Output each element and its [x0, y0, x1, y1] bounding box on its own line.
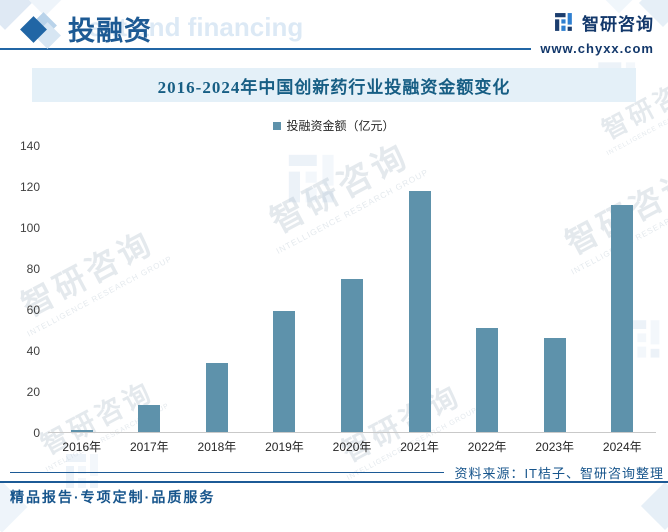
chart-title: 2016-2024年中国创新药行业投融资金额变化	[157, 77, 511, 97]
bar-cell	[251, 146, 319, 432]
bar-cell	[48, 146, 116, 432]
bar-cell	[453, 146, 521, 432]
header-watermark-text: ent and financing	[88, 12, 304, 42]
y-axis-tick: 140	[19, 139, 40, 153]
bar-2016年	[70, 429, 93, 432]
x-axis-label: 2017年	[129, 440, 169, 454]
header-left: 投融资	[20, 9, 152, 49]
bar-cell	[521, 146, 589, 432]
x-axis-label: 2024年	[602, 440, 642, 454]
bar-2022年	[476, 327, 499, 432]
y-axis-tick: 40	[26, 344, 40, 358]
y-axis-tick: 20	[26, 385, 40, 399]
bar-cell	[318, 146, 386, 432]
bar-2023年	[543, 338, 566, 432]
x-axis-label: 2023年	[535, 440, 575, 454]
legend-swatch	[273, 121, 282, 130]
bar-2019年	[273, 311, 296, 432]
bar-2024年	[611, 205, 634, 432]
bar-2021年	[408, 190, 431, 432]
y-axis-tick: 120	[19, 180, 40, 194]
source-divider	[10, 472, 445, 473]
y-axis: 140 120 100 80 60 40 20 0	[14, 139, 48, 440]
x-axis-label: 2016年	[62, 440, 102, 454]
bar-cell	[116, 146, 184, 432]
y-axis-tick: 60	[26, 303, 40, 317]
chart-legend: 投融资金额（亿元）	[0, 117, 668, 134]
section-title: 投融资	[68, 16, 152, 46]
bar-2018年	[205, 362, 228, 432]
x-axis: 2016年 2017年 2018年 2019年 2020年 2021年 2022年 2023年…	[48, 433, 656, 455]
website-link[interactable]: www.chyxx.com	[540, 41, 654, 56]
brand-name: 智研咨询	[582, 15, 654, 34]
source-row: 资料来源：IT桔子、智研咨询整理	[10, 463, 668, 482]
source-label: 资料来源：IT桔子、智研咨询整理	[454, 466, 664, 481]
bar-2017年	[138, 405, 161, 432]
y-axis-tick: 100	[19, 221, 40, 235]
x-axis-label: 2020年	[332, 440, 372, 454]
bar-cell	[386, 146, 454, 432]
x-axis-label: 2022年	[467, 440, 507, 454]
chart-title-band: 2016-2024年中国创新药行业投融资金额变化	[32, 68, 636, 102]
x-axis-label: 2021年	[400, 440, 439, 454]
footer-slogan: 精品报告·专项定制·品质服务	[10, 489, 216, 505]
bar-cell	[183, 146, 251, 432]
x-axis-label: 2018年	[197, 440, 237, 454]
brand-logo-icon	[555, 13, 572, 31]
y-axis-tick: 80	[26, 262, 40, 276]
legend-label: 投融资金额（亿元）	[286, 119, 395, 133]
page-header: ent and financing 投融资 智研咨询	[0, 0, 668, 49]
plot-area	[48, 146, 656, 433]
y-axis-tick: 0	[33, 426, 40, 440]
bar-cell	[589, 146, 657, 432]
x-axis-label: 2019年	[265, 440, 304, 454]
header-divider: www.chyxx.com	[0, 41, 668, 56]
brand-logo: 智研咨询	[554, 10, 654, 35]
bar-2020年	[341, 278, 364, 432]
page-footer: 精品报告·专项定制·品质服务	[0, 481, 668, 507]
bar-chart: 140 120 100 80 60 40 20 0 2016年 2017年 2018年 2019年 2…	[14, 139, 656, 455]
diamond-icon	[20, 11, 61, 49]
